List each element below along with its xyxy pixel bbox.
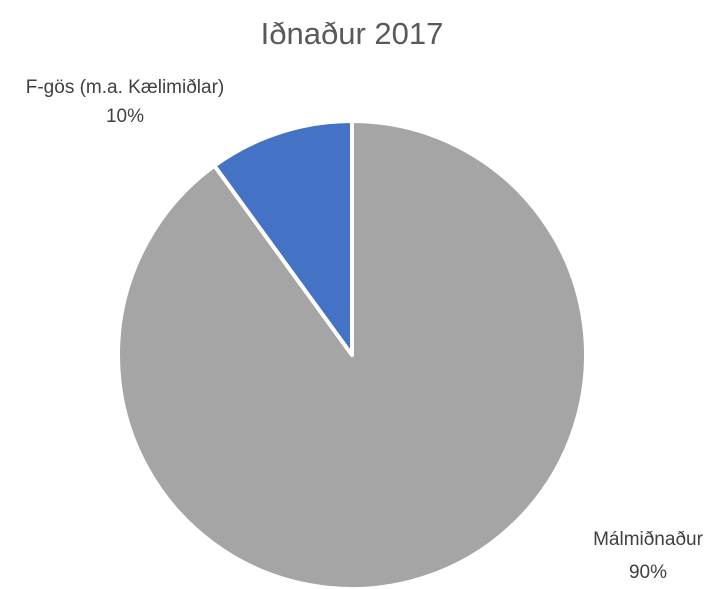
chart-title: Iðnaður 2017: [261, 16, 444, 51]
slice-value-label: 10%: [106, 106, 144, 127]
slice-category-label: Málmiðnaður: [593, 529, 703, 550]
pie-slice: [212, 119, 354, 357]
slice-value-label: 90%: [629, 562, 667, 583]
slice-category-label: F-gös (m.a. Kælimiðlar): [26, 77, 224, 98]
